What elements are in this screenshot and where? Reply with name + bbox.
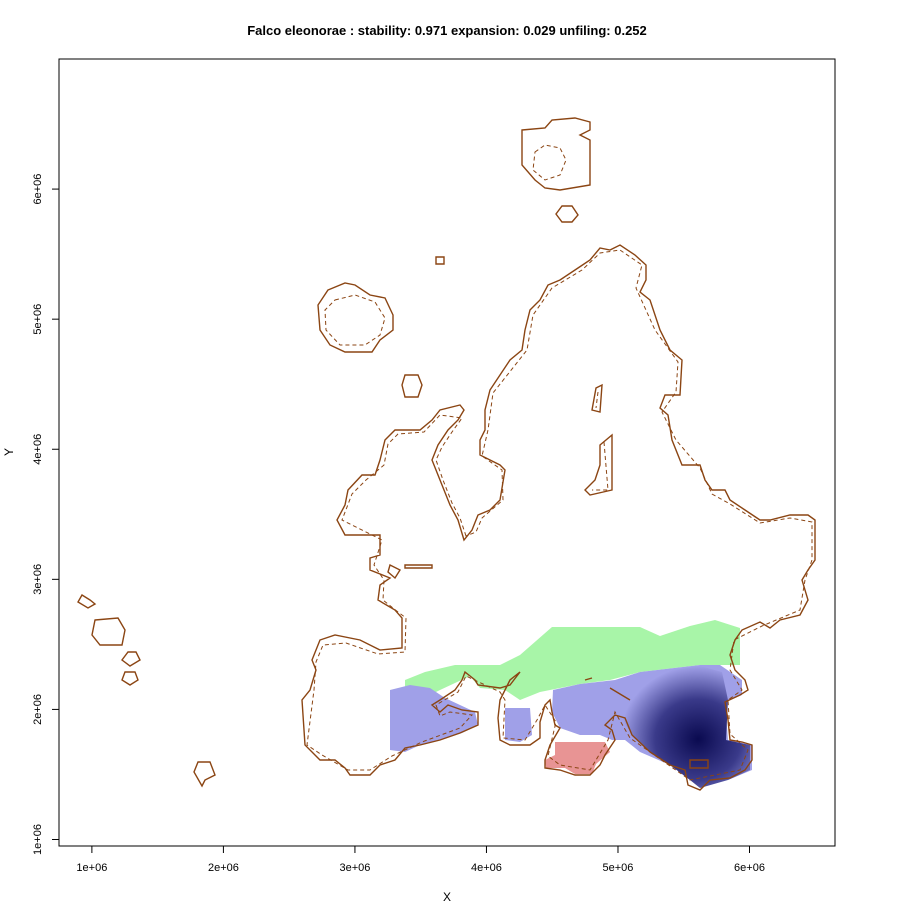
x-axis-label: X xyxy=(443,890,451,904)
azores-2 xyxy=(91,617,126,646)
iceland-coastline xyxy=(317,282,394,353)
x-tick-label: 3e+06 xyxy=(339,862,370,874)
y-tick-label: 5e+06 xyxy=(32,304,44,335)
y-tick-label: 3e+06 xyxy=(32,564,44,595)
y-tick-label: 1e+06 xyxy=(32,824,44,855)
faroe-coastline xyxy=(401,374,423,398)
x-tick-label: 6e+06 xyxy=(734,862,765,874)
x-tick-label: 1e+06 xyxy=(76,862,107,874)
mainland-coastline xyxy=(301,244,816,791)
y-axis: 1e+06 2e+06 3e+06 4e+06 5e+06 6e+06 xyxy=(32,174,60,855)
y-tick-label: 6e+06 xyxy=(32,174,44,205)
azores-1 xyxy=(77,594,97,609)
inner-notch xyxy=(689,759,709,769)
stability-core-region xyxy=(620,666,750,788)
y-tick-label: 2e+06 xyxy=(32,694,44,725)
x-axis: 1e+06 2e+06 3e+06 4e+06 5e+06 6e+06 xyxy=(76,845,765,874)
baltic-coastline xyxy=(584,383,613,496)
aegean-dots xyxy=(584,677,631,701)
madeira xyxy=(193,761,216,788)
island-mid xyxy=(387,563,433,580)
y-tick-label: 4e+06 xyxy=(32,434,44,465)
x-tick-label: 4e+06 xyxy=(471,862,502,874)
small-island-1 xyxy=(555,205,579,223)
iceland-dashed xyxy=(324,294,386,346)
azores-4 xyxy=(121,671,139,686)
azores-3 xyxy=(121,651,141,667)
x-tick-label: 2e+06 xyxy=(208,862,239,874)
y-axis-label: Y xyxy=(2,448,16,456)
svalbard-coastline xyxy=(521,117,591,191)
plot-title: Falco eleonorae : stability: 0.971 expan… xyxy=(247,23,647,38)
small-island-2 xyxy=(435,256,445,265)
svalbard-dashed xyxy=(532,144,567,181)
expansion-region xyxy=(545,742,610,774)
coastline-dashed xyxy=(306,144,813,781)
baltic-dashed xyxy=(592,391,609,491)
coastline-solid xyxy=(77,117,816,791)
mainland-dashed xyxy=(306,249,813,781)
x-tick-label: 5e+06 xyxy=(603,862,634,874)
map-layer xyxy=(77,117,816,791)
